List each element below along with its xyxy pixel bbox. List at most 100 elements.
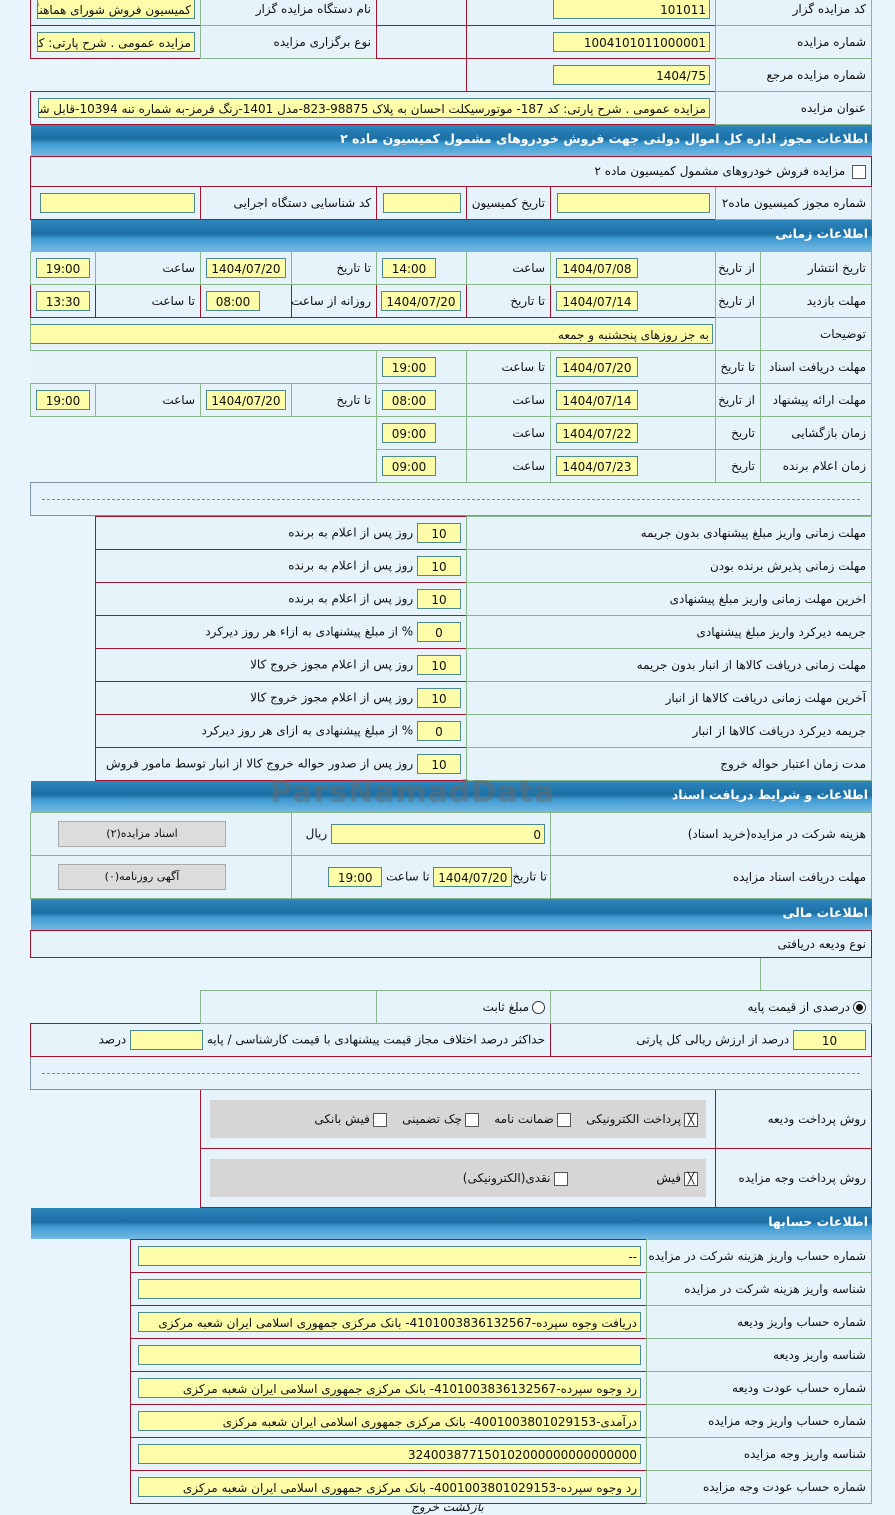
- docs-deadline-date[interactable]: 1404/07/20: [433, 867, 513, 887]
- deadline-value[interactable]: 10: [417, 688, 461, 708]
- publish-from-time[interactable]: 14:00: [382, 258, 436, 278]
- deadline-unit: % از مبلغ پیشنهادی به ازاء هر روز دیرکرد: [205, 624, 414, 639]
- account-value[interactable]: 324003877150102000000000000000: [138, 1444, 641, 1464]
- offer-from-time[interactable]: 08:00: [382, 390, 436, 410]
- visit-to-date[interactable]: 1404/07/20: [381, 291, 461, 311]
- permit-field[interactable]: [557, 193, 710, 213]
- checkbox-cheque[interactable]: [464, 1112, 479, 1127]
- deadline-row: جریمه دیرکرد دریافت کالاها از انبار 0 % ا…: [31, 714, 872, 748]
- deadline-row: آخرین مهلت زمانی دریافت کالاها از انبار 1…: [31, 681, 872, 715]
- field-label: از تاریخ: [715, 251, 761, 285]
- checkbox-bank-slip[interactable]: [372, 1112, 387, 1127]
- commission-checkbox-label: مزایده فروش خودروهای مشمول کمیسیون ماده …: [594, 164, 846, 179]
- deadline-value[interactable]: 10: [417, 589, 461, 609]
- checkbox-slip[interactable]: ╳: [684, 1171, 698, 1186]
- checkbox-guarantee[interactable]: [556, 1112, 571, 1127]
- account-label: شناسه واریز وجه مزایده: [646, 1437, 872, 1471]
- winner-date[interactable]: 1404/07/23: [556, 456, 638, 476]
- auctioneer-code-field[interactable]: 101011: [552, 0, 710, 19]
- account-label: شماره حساب واریز وجه مزایده: [646, 1404, 872, 1438]
- offer-to-date[interactable]: 1404/07/20: [206, 390, 286, 410]
- max-diff-field[interactable]: [130, 1030, 204, 1050]
- visit-daily-from[interactable]: 08:00: [206, 291, 260, 311]
- visit-from-date[interactable]: 1404/07/14: [556, 291, 638, 311]
- account-value[interactable]: [138, 1279, 641, 1299]
- deadline-unit: روز پس از اعلام به برنده: [288, 558, 414, 573]
- visit-daily-to[interactable]: 13:30: [36, 291, 90, 311]
- account-label: شناسه واریز ودیعه: [646, 1338, 872, 1372]
- reference-number-field[interactable]: 1404/75: [552, 65, 710, 85]
- account-value[interactable]: رد وجوه سپرده-4101003836132567- بانک مرک…: [138, 1378, 641, 1398]
- row-label: زمان بازگشایی: [760, 416, 872, 450]
- publish-to-date[interactable]: 1404/07/20: [206, 258, 286, 278]
- deadline-label: مهلت زمانی دریافت کالاها از انبار بدون ج…: [466, 648, 872, 682]
- account-value[interactable]: درآمدی-4001003801029153- بانک مرکزی جمهو…: [138, 1411, 641, 1431]
- timing-header: اطلاعات زمانی: [31, 220, 872, 251]
- description-field[interactable]: به جز روزهای پنجشنبه و جمعه: [31, 324, 713, 344]
- deadline-value[interactable]: 10: [417, 556, 461, 576]
- account-value[interactable]: --: [138, 1246, 641, 1266]
- newspaper-ad-button[interactable]: آگهی روزنامه(۰): [58, 864, 226, 890]
- deadline-unit: روز پس از اعلام مجوز خروج کالا: [250, 657, 414, 672]
- commission-date-field[interactable]: [383, 193, 461, 213]
- publish-from-date[interactable]: 1404/07/08: [556, 258, 638, 278]
- docs-deadline-time[interactable]: 19:00: [328, 867, 383, 887]
- field-label: تا ساعت: [386, 869, 430, 884]
- checkbox-cash-electronic[interactable]: [553, 1171, 568, 1186]
- offer-to-time[interactable]: 19:00: [36, 390, 90, 410]
- exec-code-field[interactable]: [40, 193, 195, 213]
- deadline-value[interactable]: 10: [417, 754, 461, 774]
- commission-checkbox[interactable]: [852, 164, 866, 179]
- accounts-table: شماره حساب واریز هزینه شرکت در مزایده -- ش…: [30, 1239, 872, 1504]
- account-row: شناسه واریز ودیعه: [31, 1338, 872, 1372]
- docs-to-date[interactable]: 1404/07/20: [556, 357, 638, 377]
- account-value[interactable]: دریافت وجوه سپرده-4101003836132567- بانک…: [138, 1312, 641, 1332]
- deadline-value[interactable]: 10: [417, 655, 461, 675]
- auctioneer-name-label: نام دستگاه مزایده گزار: [199, 0, 377, 26]
- deadline-label: مهلت زمانی پذیرش برنده بودن: [466, 549, 872, 583]
- permit-label: شماره مجوز کمیسیون ماده۲: [715, 186, 872, 220]
- checkbox-label: ضمانت نامه: [494, 1112, 554, 1126]
- row-label: زمان اعلام برنده: [760, 449, 872, 483]
- field-label: تا تاریخ: [512, 869, 547, 884]
- account-row: شماره حساب واریز ودیعه دریافت وجوه سپرده-…: [31, 1305, 872, 1339]
- account-value[interactable]: [138, 1345, 641, 1365]
- auctioneer-name-field[interactable]: کمیسیون فروش شورای هماهنگی: [36, 0, 195, 19]
- account-label: شماره حساب عودت وجه مزایده: [646, 1470, 872, 1504]
- row-label: مهلت بازدید: [760, 284, 872, 318]
- offer-from-date[interactable]: 1404/07/14: [556, 390, 638, 410]
- deadline-unit: روز پس از اعلام به برنده: [288, 525, 414, 540]
- opening-date[interactable]: 1404/07/22: [556, 423, 638, 443]
- documents-header: اطلاعات و شرایط دریافت اسناد: [31, 781, 872, 812]
- account-row: شناسه واریز وجه مزایده 324003877150102000…: [31, 1437, 872, 1471]
- auctioneer-code-label: کد مزایده گزار: [714, 0, 873, 26]
- auction-type-field[interactable]: مزایده عمومی . شرح پارتی: کد: [36, 32, 195, 52]
- auction-number-field[interactable]: 1004101011000001: [552, 32, 710, 52]
- title-field[interactable]: مزایده عمومی . شرح پارتی: کد 187- موتورس…: [37, 98, 710, 118]
- publish-to-time[interactable]: 19:00: [36, 258, 90, 278]
- field-label: از تاریخ: [715, 383, 761, 417]
- fee-field[interactable]: 0: [331, 824, 545, 844]
- radio-fixed[interactable]: [532, 1001, 545, 1014]
- visit-row: مهلت بازدید از تاریخ 1404/07/14 تا تاریخ …: [30, 284, 872, 318]
- auction-type-label: نوع برگزاری مزایده: [199, 25, 377, 59]
- percent-field[interactable]: 10: [793, 1030, 866, 1050]
- winner-time[interactable]: 09:00: [382, 456, 436, 476]
- publish-row: تاریخ انتشار از تاریخ 1404/07/08 ساعت 14:…: [30, 251, 872, 285]
- deadline-value[interactable]: 0: [417, 721, 461, 741]
- auction-docs-button[interactable]: اسناد مزایده(۲): [58, 821, 226, 847]
- radio-percent[interactable]: [853, 1001, 866, 1014]
- deadline-value[interactable]: 10: [417, 523, 461, 543]
- checkbox-electronic[interactable]: ╳: [684, 1112, 698, 1127]
- field-label: تا تاریخ: [291, 251, 377, 285]
- back-exit-link[interactable]: بازگشت خروج: [411, 1500, 484, 1514]
- account-value[interactable]: رد وجوه سپرده-4001003801029153- بانک مرک…: [138, 1477, 641, 1497]
- fee-label: هزینه شرکت در مزایده(خرید اسناد): [550, 812, 872, 856]
- docs-to-time[interactable]: 19:00: [382, 357, 436, 377]
- deadline-row: اخرین مهلت زمانی واریز مبلغ پیشنهادی 10 ر…: [31, 582, 872, 616]
- account-row: شماره حساب عودت وجه مزایده رد وجوه سپرده-…: [31, 1470, 872, 1504]
- deadline-value[interactable]: 0: [417, 622, 461, 642]
- opening-time[interactable]: 09:00: [382, 423, 436, 443]
- deadline-label: آخرین مهلت زمانی دریافت کالاها از انبار: [466, 681, 872, 715]
- deadline-row: جریمه دیرکرد واریز مبلغ پیشنهادی 0 % از م…: [31, 615, 872, 649]
